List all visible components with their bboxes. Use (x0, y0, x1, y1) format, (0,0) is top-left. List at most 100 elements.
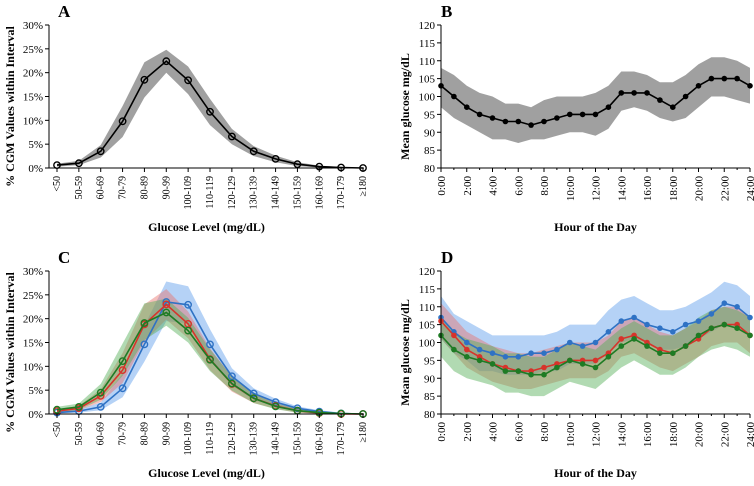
data-point (682, 343, 689, 349)
x-tick-label: 70-79 (118, 422, 129, 445)
data-point (618, 336, 625, 342)
data-point (528, 350, 534, 357)
data-point (227, 132, 236, 141)
y-tick-label: 80 (424, 409, 436, 421)
data-point (670, 329, 676, 335)
data-point (567, 111, 573, 118)
data-point (631, 336, 637, 342)
y-axis-title: % CGM Values within Interval (3, 271, 17, 432)
x-tick-label: 20:00 (694, 176, 706, 202)
x-tick-label: <50 (52, 422, 63, 438)
panel-letter-c: C (58, 248, 70, 267)
x-tick-label: 120-129 (227, 422, 238, 455)
y-tick-label: 25% (23, 44, 43, 56)
data-point (464, 339, 470, 346)
x-tick-label: ≥180 (358, 422, 369, 443)
data-point (644, 321, 650, 328)
data-point (579, 111, 586, 118)
data-point (96, 402, 105, 411)
x-tick-label: 22:00 (719, 422, 731, 448)
panel-A: A 0% 5% 10% 15% 20% 25% 30% <50 50-59 60-69 70-79 80… (3, 2, 369, 234)
data-point (96, 388, 105, 397)
data-point (747, 332, 753, 339)
x-tick-label: 10:00 (565, 176, 577, 202)
y-tick-label: 0% (28, 163, 43, 175)
x-tick-label: 20:00 (694, 422, 706, 448)
data-point (184, 76, 193, 85)
data-point (618, 318, 625, 324)
data-point (579, 343, 586, 349)
data-point (682, 93, 689, 100)
y-tick-label: 100 (419, 92, 436, 104)
y-tick-label: 95 (424, 355, 436, 367)
y-tick-label: 10% (23, 361, 43, 373)
panel-D: D 80 85 90 95 100 105 110 115 120 0:00 2:00 4:00 6:00… (398, 248, 754, 480)
data-point (747, 314, 753, 321)
x-tick-label: 24:00 (745, 422, 754, 448)
x-tick-label: 150-159 (292, 422, 303, 455)
y-tick-label: 100 (419, 338, 436, 350)
data-point (118, 366, 127, 374)
x-tick-label: <50 (52, 176, 63, 192)
data-point (618, 90, 625, 96)
x-tick-label: 0:00 (436, 422, 448, 442)
x-tick-label: 160-169 (314, 422, 325, 455)
data-point (670, 350, 676, 357)
x-tick-label: 150-159 (292, 176, 303, 209)
data-point (162, 308, 171, 317)
panel-letter-a: A (58, 2, 71, 21)
data-point (515, 118, 522, 125)
x-tick-label: 8:00 (539, 422, 551, 442)
data-point (75, 402, 83, 411)
panel-C: C 0% 5% 10% 15% 20% 25% 30% <50 50-59 60-69 70-79 80… (3, 248, 369, 480)
y-tick-label: 25% (23, 290, 43, 302)
y-tick-label: 20% (23, 314, 43, 326)
x-tick-label: 130-139 (249, 176, 260, 209)
x-tick-label: 2:00 (462, 422, 474, 442)
data-point (502, 354, 509, 360)
x-tick-label: 90-99 (161, 176, 172, 199)
x-axis-title: Glucose Level (mg/dL) (148, 466, 265, 480)
y-tick-label: 90 (424, 127, 436, 139)
x-axis-title: Glucose Level (mg/dL) (148, 220, 265, 234)
data-point (249, 147, 258, 156)
data-point (592, 364, 599, 371)
data-point (721, 300, 728, 307)
data-point (644, 343, 650, 349)
data-point (734, 304, 740, 310)
data-point (695, 318, 702, 324)
data-point (293, 406, 302, 415)
data-point (541, 118, 547, 125)
data-point (721, 321, 728, 328)
data-point (206, 340, 214, 349)
x-tick-label: 100-109 (183, 422, 194, 455)
x-tick-label: 90-99 (161, 422, 172, 445)
data-point (592, 339, 599, 346)
x-tick-label: 16:00 (642, 422, 654, 448)
data-point (271, 402, 280, 411)
data-point (515, 368, 522, 374)
x-tick-label: 50-59 (74, 176, 85, 199)
y-tick-label: 0% (28, 409, 43, 421)
y-tick-label: 85 (424, 145, 436, 157)
data-point (53, 405, 61, 414)
data-point (734, 325, 740, 332)
data-point (631, 90, 637, 96)
x-tick-label: ≥180 (358, 176, 369, 197)
y-tick-label: 20% (23, 68, 43, 80)
x-axis-title: Hour of the Day (554, 466, 637, 480)
data-point (476, 346, 483, 353)
data-point (528, 371, 534, 378)
series-line-c-3 (56, 311, 364, 415)
x-tick-label: 4:00 (488, 176, 500, 196)
x-tick-label: 60-69 (96, 422, 107, 445)
data-point (184, 319, 193, 328)
y-tick-label: 105 (419, 320, 436, 332)
y-tick-label: 110 (419, 56, 436, 68)
data-point (657, 325, 663, 332)
x-tick-label: 16:00 (642, 176, 654, 202)
data-point (721, 75, 728, 82)
data-point (502, 118, 509, 125)
y-tick-label: 95 (424, 109, 436, 121)
data-point (249, 394, 258, 403)
